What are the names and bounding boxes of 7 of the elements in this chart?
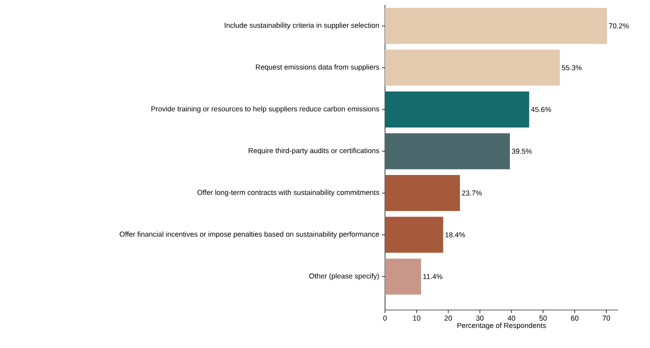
bar [385,258,422,295]
bar [385,50,560,86]
bar [385,216,444,253]
bar [385,91,530,128]
bar [385,175,460,212]
bar [385,8,607,44]
bar [385,133,510,170]
